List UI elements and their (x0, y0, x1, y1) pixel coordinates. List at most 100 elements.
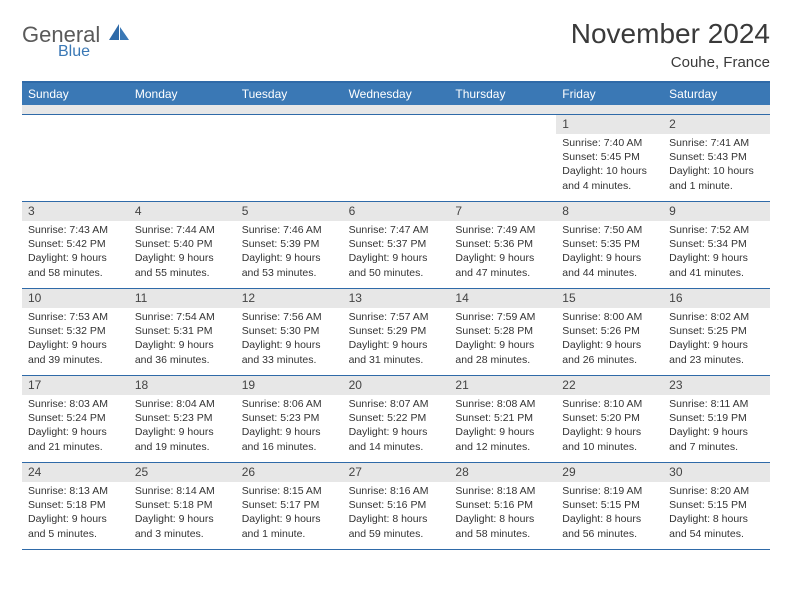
week-row: 3Sunrise: 7:43 AMSunset: 5:42 PMDaylight… (22, 202, 770, 289)
weeks-container: 1 Sunrise: 7:40 AMSunset: 5:45 PM Daylight… (22, 115, 770, 550)
day-number: 19 (236, 376, 343, 395)
dayname: Friday (556, 83, 663, 105)
title-location: Couhe, France (571, 54, 770, 71)
sunset-text: Sunset: 5:26 PM (562, 324, 657, 338)
title-month: November 2024 (571, 18, 770, 50)
dayname: Thursday (449, 83, 556, 105)
daylight-text: and 12 minutes. (455, 440, 550, 454)
day-number: 10 (22, 289, 129, 308)
sunrise-text: Sunrise: 7:57 AM (349, 310, 444, 324)
day-number: 6 (343, 202, 450, 221)
sunset-text: Sunset: 5:37 PM (349, 237, 444, 251)
day-number: 24 (22, 463, 129, 482)
day-number: 26 (236, 463, 343, 482)
day-details: Sunrise: 8:03 AMSunset: 5:24 PMDaylight:… (22, 395, 129, 458)
day-cell: 27Sunrise: 8:16 AMSunset: 5:16 PMDayligh… (343, 463, 450, 549)
day-details: Sunrise: 8:18 AMSunset: 5:16 PMDaylight:… (449, 482, 556, 545)
daylight-text: and 16 minutes. (242, 440, 337, 454)
daylight-text: and 19 minutes. (135, 440, 230, 454)
daylight-text: Daylight: 8 hours (669, 512, 764, 526)
logo-text: General Blue (22, 24, 131, 60)
sunrise-text: Sunrise: 8:00 AM (562, 310, 657, 324)
sunrise-text: Sunrise: 7:44 AM (135, 223, 230, 237)
sunset-text: Sunset: 5:42 PM (28, 237, 123, 251)
day-cell: 29Sunrise: 8:19 AMSunset: 5:15 PMDayligh… (556, 463, 663, 549)
empty-cell (236, 115, 343, 201)
day-cell: 21Sunrise: 8:08 AMSunset: 5:21 PMDayligh… (449, 376, 556, 462)
day-number: 14 (449, 289, 556, 308)
daylight-text: Daylight: 9 hours (455, 338, 550, 352)
sunset-text: Sunset: 5:20 PM (562, 411, 657, 425)
day-details: Sunrise: 7:47 AMSunset: 5:37 PMDaylight:… (343, 221, 450, 284)
day-details: Sunrise: 7:43 AMSunset: 5:42 PMDaylight:… (22, 221, 129, 284)
daylight-text: Daylight: 9 hours (349, 251, 444, 265)
daylight-text: Daylight: 9 hours (28, 338, 123, 352)
daylight-text: Daylight: 8 hours (349, 512, 444, 526)
daylight-text: Daylight: 9 hours (28, 425, 123, 439)
sunset-text: Sunset: 5:34 PM (669, 237, 764, 251)
sunset-text: Sunset: 5:22 PM (349, 411, 444, 425)
day-cell: 16Sunrise: 8:02 AMSunset: 5:25 PMDayligh… (663, 289, 770, 375)
daylight-text: and 1 minute. (669, 179, 764, 193)
calendar-page: General Blue November 2024 Couhe, France… (0, 0, 792, 568)
day-details: Sunrise: 8:14 AMSunset: 5:18 PMDaylight:… (129, 482, 236, 545)
day-number: 11 (129, 289, 236, 308)
day-number: 18 (129, 376, 236, 395)
daylight-text: Daylight: 9 hours (135, 251, 230, 265)
sunset-text: Sunset: 5:45 PM (562, 150, 657, 164)
daylight-text: and 4 minutes. (562, 179, 657, 193)
day-number: 9 (663, 202, 770, 221)
day-number: 13 (343, 289, 450, 308)
day-number: 28 (449, 463, 556, 482)
day-number: 7 (449, 202, 556, 221)
dayname: Wednesday (343, 83, 450, 105)
day-cell: 1Sunrise: 7:40 AMSunset: 5:45 PMDaylight… (556, 115, 663, 201)
sunrise-text: Sunrise: 7:49 AM (455, 223, 550, 237)
sunrise-text: Sunrise: 8:06 AM (242, 397, 337, 411)
sunrise-text: Sunrise: 8:15 AM (242, 484, 337, 498)
dayname: Saturday (663, 83, 770, 105)
day-details: Sunrise: 7:53 AMSunset: 5:32 PMDaylight:… (22, 308, 129, 371)
day-details: Sunrise: 7:59 AMSunset: 5:28 PMDaylight:… (449, 308, 556, 371)
day-number: 2 (663, 115, 770, 134)
day-cell: 11Sunrise: 7:54 AMSunset: 5:31 PMDayligh… (129, 289, 236, 375)
daylight-text: Daylight: 9 hours (669, 338, 764, 352)
empty-cell (343, 115, 450, 201)
day-number: 27 (343, 463, 450, 482)
daylight-text: and 58 minutes. (28, 266, 123, 280)
sunrise-text: Sunrise: 8:19 AM (562, 484, 657, 498)
daylight-text: Daylight: 9 hours (242, 338, 337, 352)
day-details: Sunrise: 7:57 AMSunset: 5:29 PMDaylight:… (343, 308, 450, 371)
daylight-text: and 23 minutes. (669, 353, 764, 367)
day-cell: 12Sunrise: 7:56 AMSunset: 5:30 PMDayligh… (236, 289, 343, 375)
header: General Blue November 2024 Couhe, France (22, 18, 770, 71)
day-details: Sunrise: 8:04 AMSunset: 5:23 PMDaylight:… (129, 395, 236, 458)
day-details: Sunrise: 8:02 AMSunset: 5:25 PMDaylight:… (663, 308, 770, 371)
empty-cell (449, 115, 556, 201)
day-cell: 19Sunrise: 8:06 AMSunset: 5:23 PMDayligh… (236, 376, 343, 462)
day-number: 15 (556, 289, 663, 308)
daylight-text: Daylight: 9 hours (28, 251, 123, 265)
day-number: 1 (556, 115, 663, 134)
sunrise-text: Sunrise: 8:08 AM (455, 397, 550, 411)
day-cell: 5Sunrise: 7:46 AMSunset: 5:39 PMDaylight… (236, 202, 343, 288)
sunrise-text: Sunrise: 7:40 AM (562, 136, 657, 150)
daylight-text: and 54 minutes. (669, 527, 764, 541)
sunrise-text: Sunrise: 7:50 AM (562, 223, 657, 237)
daylight-text: Daylight: 9 hours (242, 512, 337, 526)
sunset-text: Sunset: 5:30 PM (242, 324, 337, 338)
daylight-text: and 21 minutes. (28, 440, 123, 454)
spacer-row (22, 105, 770, 115)
day-cell: 15Sunrise: 8:00 AMSunset: 5:26 PMDayligh… (556, 289, 663, 375)
day-number: 17 (22, 376, 129, 395)
day-details: Sunrise: 8:20 AMSunset: 5:15 PMDaylight:… (663, 482, 770, 545)
daylight-text: and 53 minutes. (242, 266, 337, 280)
dayname-row: Sunday Monday Tuesday Wednesday Thursday… (22, 83, 770, 105)
sunset-text: Sunset: 5:39 PM (242, 237, 337, 251)
sunrise-text: Sunrise: 8:04 AM (135, 397, 230, 411)
day-cell: 6Sunrise: 7:47 AMSunset: 5:37 PMDaylight… (343, 202, 450, 288)
daylight-text: and 5 minutes. (28, 527, 123, 541)
sunset-text: Sunset: 5:19 PM (669, 411, 764, 425)
day-cell: 8Sunrise: 7:50 AMSunset: 5:35 PMDaylight… (556, 202, 663, 288)
sunrise-text: Sunrise: 7:41 AM (669, 136, 764, 150)
